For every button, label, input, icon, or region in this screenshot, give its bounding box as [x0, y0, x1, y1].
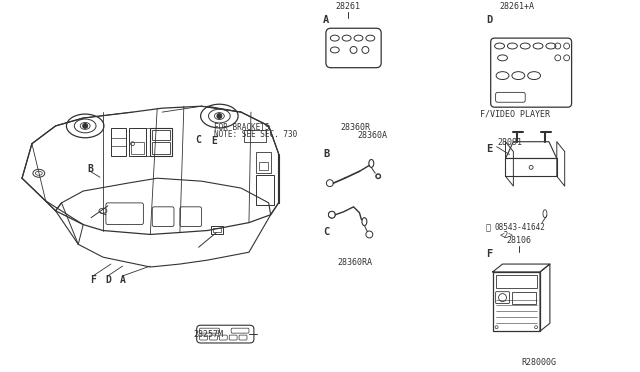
Bar [131, 142, 145, 154]
Bar [214, 228, 221, 232]
Text: NOTE: SEE SEC. 730: NOTE: SEE SEC. 730 [214, 130, 298, 139]
Bar [129, 128, 147, 155]
Text: B: B [323, 148, 329, 158]
Text: C: C [323, 228, 329, 237]
Bar [495, 275, 537, 288]
Text: F: F [486, 249, 492, 259]
Text: C: C [196, 135, 202, 145]
Bar [259, 163, 268, 170]
Text: E: E [211, 136, 218, 146]
Text: A: A [120, 275, 125, 285]
Text: 28360R: 28360R [340, 124, 371, 132]
Text: FOR BRACKETS: FOR BRACKETS [214, 124, 270, 132]
Text: F/VIDEO PLAYER: F/VIDEO PLAYER [481, 110, 550, 119]
Text: 28261+A: 28261+A [500, 2, 535, 11]
Text: E: E [486, 144, 492, 154]
Text: D: D [105, 275, 111, 285]
Bar [513, 292, 536, 304]
Text: 28261: 28261 [335, 2, 360, 11]
Bar [256, 151, 271, 173]
Circle shape [217, 113, 222, 119]
Text: 28257M: 28257M [194, 330, 224, 339]
Text: B: B [87, 164, 93, 174]
Bar [211, 225, 223, 234]
Bar [256, 175, 274, 205]
Text: <2>: <2> [500, 231, 513, 240]
Text: A: A [323, 15, 329, 25]
Bar [152, 142, 170, 154]
Text: F: F [90, 275, 96, 285]
Circle shape [83, 124, 88, 128]
Text: 28360A: 28360A [358, 131, 387, 140]
Text: 08543-41642: 08543-41642 [495, 223, 545, 232]
Text: 28360RA: 28360RA [338, 257, 372, 267]
Text: 28106: 28106 [507, 236, 532, 245]
Bar [152, 130, 170, 140]
Text: 28091: 28091 [497, 138, 523, 147]
Bar [150, 128, 172, 155]
Text: Ⓢ: Ⓢ [486, 223, 491, 232]
Text: R28000G: R28000G [522, 358, 557, 367]
Text: D: D [486, 15, 492, 25]
Bar [244, 130, 266, 142]
Bar [493, 272, 540, 331]
Bar [111, 128, 125, 155]
